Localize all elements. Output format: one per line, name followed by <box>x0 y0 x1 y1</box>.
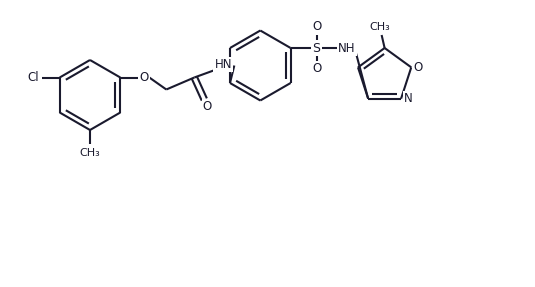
Text: NH: NH <box>338 42 355 55</box>
Text: O: O <box>140 71 149 84</box>
Text: CH₃: CH₃ <box>369 22 390 32</box>
Text: CH₃: CH₃ <box>80 148 101 158</box>
Text: O: O <box>414 61 423 74</box>
Text: O: O <box>203 100 212 113</box>
Text: HN: HN <box>215 58 232 71</box>
Text: N: N <box>404 92 412 105</box>
Text: O: O <box>312 20 321 34</box>
Text: Cl: Cl <box>27 71 39 84</box>
Text: O: O <box>312 63 321 75</box>
Text: S: S <box>312 42 320 55</box>
